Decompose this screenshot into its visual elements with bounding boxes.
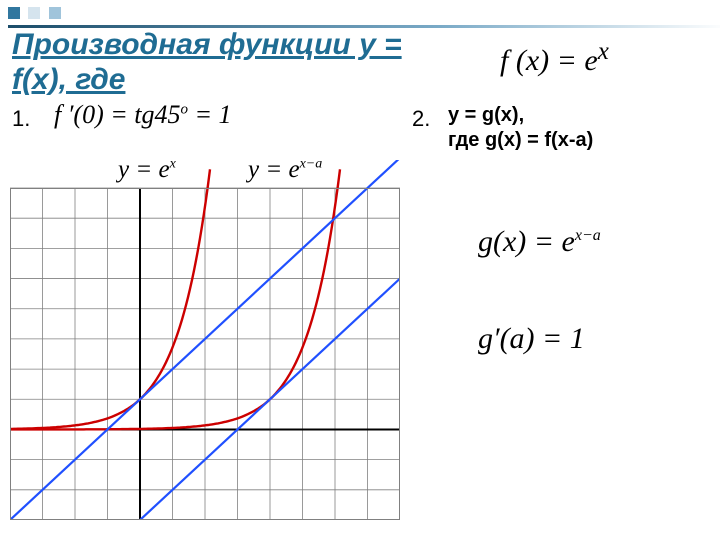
right-line-1: y = g(x), xyxy=(448,103,593,128)
formula-f-of-x: f (x) = ex xyxy=(500,38,609,78)
chart-container: y = ex y = ex−a xyxy=(10,160,400,520)
label-exp: x xyxy=(170,157,176,172)
item-number-2: 2. xyxy=(412,106,430,132)
formula-g-of-x: g(x) = ex−a xyxy=(478,225,601,259)
g-base: e xyxy=(562,225,575,258)
label-lhs: y = xyxy=(118,156,158,183)
right-line-2: где g(x) = f(x-а) xyxy=(448,128,593,153)
formula-base: e xyxy=(584,44,597,77)
degree-symbol: o xyxy=(181,101,189,117)
fprime-tail: = 1 xyxy=(188,100,232,129)
curve-label-exp2: y = ex−a xyxy=(248,156,322,184)
label-exp: x−a xyxy=(300,157,323,172)
curve-label-exp1: y = ex xyxy=(118,156,176,184)
chart-svg xyxy=(10,160,400,520)
accent-square xyxy=(28,7,40,19)
formula-exp: x xyxy=(598,38,609,65)
right-definitions: y = g(x), где g(x) = f(x-а) xyxy=(448,103,593,153)
page-title: Производная функции y = f(x), где xyxy=(12,28,452,97)
accent-square xyxy=(49,7,61,19)
formula-gprime-a: g′(a) = 1 xyxy=(478,322,585,356)
formula-fprime-zero: f ′(0) = tg45o = 1 xyxy=(54,100,232,130)
formula-lhs: f (x) = xyxy=(500,44,584,77)
fprime-body: f ′(0) = tg45 xyxy=(54,100,181,129)
g-lhs: g(x) = xyxy=(478,225,562,258)
g-exp: x−a xyxy=(575,227,601,244)
label-base: e xyxy=(158,156,169,183)
accent-square xyxy=(8,7,20,19)
label-base: e xyxy=(288,156,299,183)
label-lhs: y = xyxy=(248,156,288,183)
item-number-1: 1. xyxy=(12,106,30,132)
slide-accent xyxy=(8,4,720,28)
